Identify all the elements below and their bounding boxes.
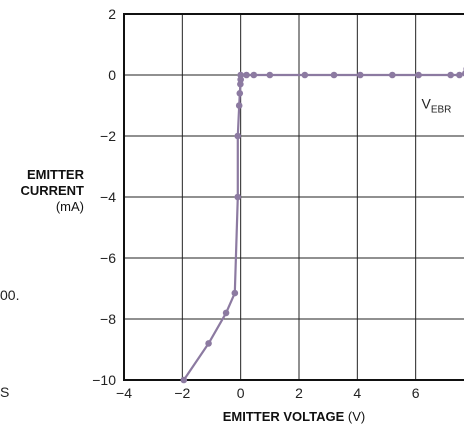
data-point [301,71,309,79]
x-axis-label-unit: (V) [348,409,365,424]
x-tick-label: 0 [237,385,245,401]
y-tick-label: 2 [108,6,116,22]
data-point [237,76,244,83]
data-point [447,71,454,79]
data-series [180,67,464,384]
data-point [243,71,250,79]
y-axis-label-unit: (mA) [55,199,84,214]
data-point [180,376,188,384]
data-point [236,90,244,97]
x-axis-label-main: EMITTER VOLTAGE [223,409,345,424]
y-tick-label: 0 [108,67,116,83]
data-point [389,71,396,79]
data-point [330,71,338,79]
y-axis-label: EMITTER CURRENT (mA) [20,167,84,215]
y-tick-label: −8 [100,311,116,327]
y-tick-label: −10 [92,372,116,388]
x-tick-label: −2 [174,385,190,401]
x-tick-label: 6 [412,385,420,401]
data-point [250,71,258,79]
x-tick-label: 2 [295,385,303,401]
data-point [237,71,244,79]
y-tick-label: −6 [100,250,116,266]
y-axis-label-line1: EMITTER [26,167,84,182]
y-tick-label: −4 [100,189,116,205]
y-tick-label: −2 [100,128,116,144]
data-point [234,193,242,201]
vebr-annotation-sub: EBR [431,105,452,116]
y-axis-label-line2: CURRENT [20,183,84,198]
vebr-annotation-main: V [422,96,432,112]
x-tick-label: 4 [353,385,361,401]
side-text-fragment-bottom: S [0,384,10,400]
data-point [415,71,422,79]
data-point [456,71,463,79]
data-point [461,70,464,77]
x-axis-label: EMITTER VOLTAGE (V) [223,409,366,424]
data-point [222,309,230,317]
data-point [356,71,364,79]
plot-frame [123,13,464,381]
data-point [231,289,239,297]
x-tick-label: −4 [116,385,132,401]
y-axis-ticks: 2 0 −2 −4 −6 −8 −10 [92,6,116,388]
data-point [266,71,274,79]
grid [123,13,464,381]
data-point [234,132,242,140]
vebr-annotation: VEBR [422,96,452,116]
side-text-fragment-top: 00. [0,287,20,303]
data-point [205,340,212,347]
x-axis-ticks: −4−202468 [116,385,420,401]
data-point [235,102,243,109]
